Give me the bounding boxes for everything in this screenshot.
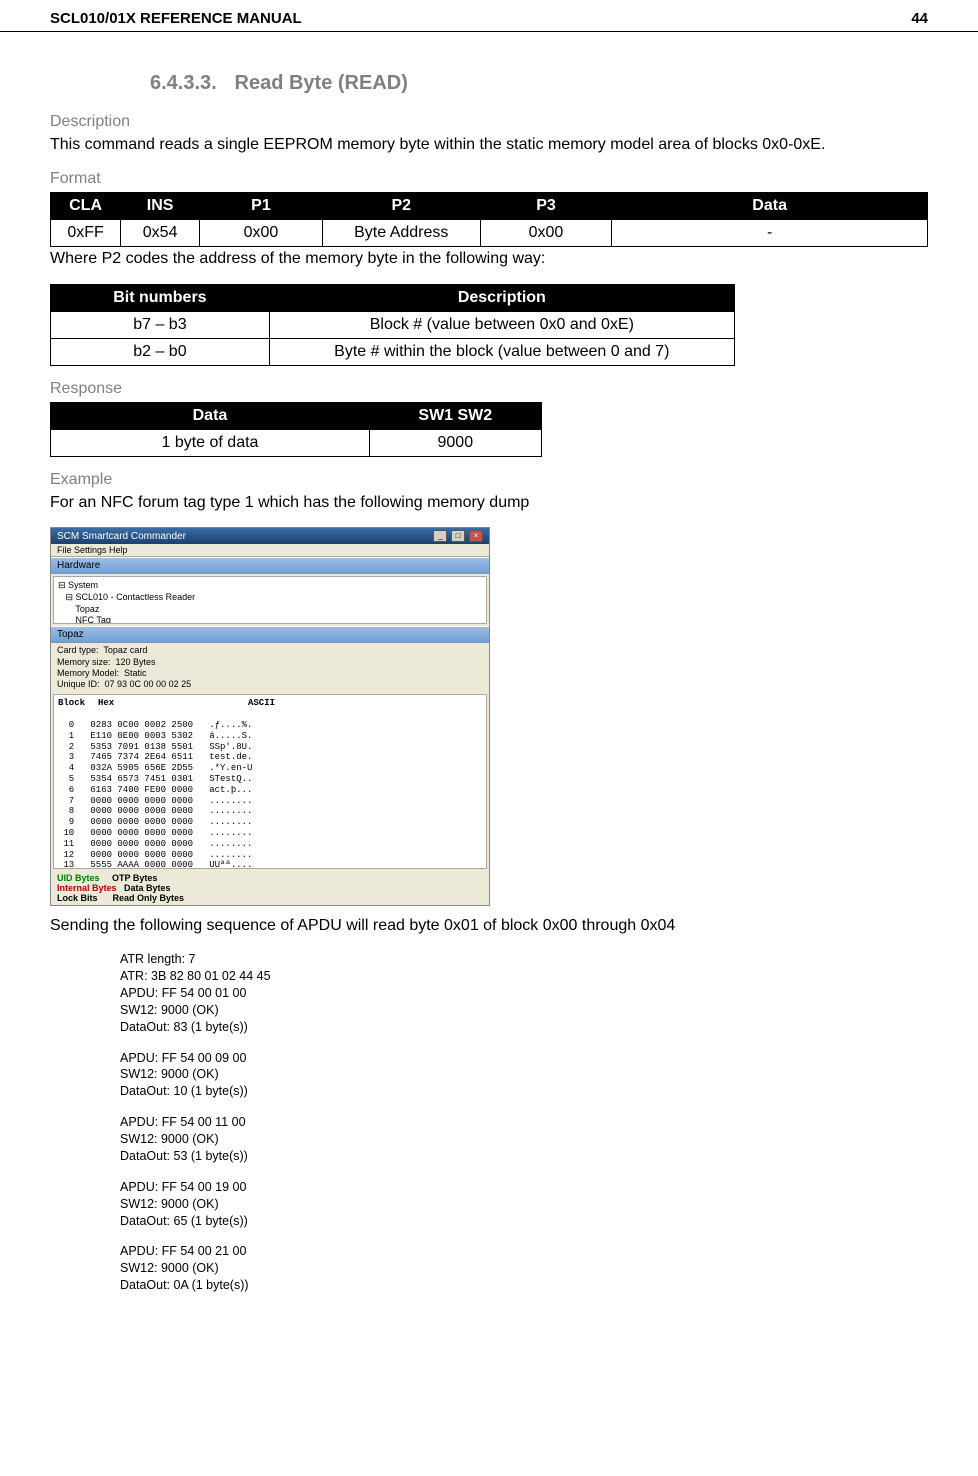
th-sw: SW1 SW2 [369, 402, 541, 429]
section-heading: 6.4.3.3. Read Byte (READ) [150, 72, 928, 95]
apdu-sequence: ATR length: 7 ATR: 3B 82 80 01 02 44 45 … [120, 951, 928, 1294]
dataout-line: DataOut: 65 (1 byte(s)) [120, 1213, 928, 1230]
bits-table: Bit numbers Description b7 – b3 Block # … [50, 284, 735, 366]
apdu-group: APDU: FF 54 00 19 00 SW12: 9000 (OK) Dat… [120, 1179, 928, 1230]
description-body: This command reads a single EEPROM memor… [50, 135, 928, 156]
sw-line: SW12: 9000 (OK) [120, 1002, 928, 1019]
card-info: Card type: Topaz card Memory size: 120 B… [51, 643, 489, 692]
th-cla: CLA [51, 192, 121, 219]
page-number: 44 [911, 10, 928, 27]
dump-legend: UID Bytes OTP Bytes Internal Bytes Data … [51, 871, 489, 905]
p2-note: Where P2 codes the address of the memory… [50, 249, 928, 270]
apdu-line: APDU: FF 54 00 21 00 [120, 1243, 928, 1260]
apdu-group: APDU: FF 54 00 09 00 SW12: 9000 (OK) Dat… [120, 1050, 928, 1101]
memory-dump-screenshot: SCM Smartcard Commander _ □ × File Setti… [50, 527, 490, 906]
table-row: b2 – b0 Byte # within the block (value b… [51, 338, 735, 365]
th-p1: P1 [200, 192, 323, 219]
window-title: SCM Smartcard Commander [57, 531, 186, 542]
atr-length: ATR length: 7 [120, 951, 928, 968]
description-heading: Description [50, 113, 928, 131]
example-line: For an NFC forum tag type 1 which has th… [50, 493, 928, 514]
hardware-bar: Hardware [51, 557, 489, 574]
topaz-bar: Topaz [51, 626, 489, 643]
page-header: SCL010/01X REFERENCE MANUAL 44 [0, 0, 978, 32]
section-title: Read Byte (READ) [235, 72, 408, 94]
close-icon[interactable]: × [469, 530, 483, 542]
apdu-group: APDU: FF 54 00 11 00 SW12: 9000 (OK) Dat… [120, 1114, 928, 1165]
th-bitnum: Bit numbers [51, 284, 270, 311]
dataout-line: DataOut: 0A (1 byte(s)) [120, 1277, 928, 1294]
sending-line: Sending the following sequence of APDU w… [50, 916, 928, 937]
th-ins: INS [121, 192, 200, 219]
table-row: b7 – b3 Block # (value between 0x0 and 0… [51, 311, 735, 338]
window-titlebar: SCM Smartcard Commander _ □ × [51, 528, 489, 544]
device-tree[interactable]: ⊟ System ⊟ SCL010 - Contactless Reader T… [53, 576, 487, 624]
format-table: CLA INS P1 P2 P3 Data 0xFF 0x54 0x00 Byt… [50, 192, 928, 247]
table-row: 1 byte of data 9000 [51, 429, 542, 456]
example-heading: Example [50, 471, 928, 489]
apdu-line: APDU: FF 54 00 11 00 [120, 1114, 928, 1131]
th-bitdesc: Description [269, 284, 734, 311]
th-rdata: Data [51, 402, 370, 429]
sw-line: SW12: 9000 (OK) [120, 1131, 928, 1148]
minimize-icon[interactable]: _ [433, 530, 447, 542]
apdu-line: APDU: FF 54 00 19 00 [120, 1179, 928, 1196]
header-title: SCL010/01X REFERENCE MANUAL [50, 10, 302, 27]
section-number: 6.4.3.3. [150, 72, 217, 94]
th-p3: P3 [480, 192, 612, 219]
response-heading: Response [50, 380, 928, 398]
atr-value: ATR: 3B 82 80 01 02 44 45 [120, 968, 928, 985]
atr-group: ATR length: 7 ATR: 3B 82 80 01 02 44 45 … [120, 951, 928, 1035]
sw-line: SW12: 9000 (OK) [120, 1260, 928, 1277]
apdu-group: APDU: FF 54 00 21 00 SW12: 9000 (OK) Dat… [120, 1243, 928, 1294]
dataout-line: DataOut: 83 (1 byte(s)) [120, 1019, 928, 1036]
response-table: Data SW1 SW2 1 byte of data 9000 [50, 402, 542, 457]
sw-line: SW12: 9000 (OK) [120, 1066, 928, 1083]
apdu-line: APDU: FF 54 00 09 00 [120, 1050, 928, 1067]
apdu-line: APDU: FF 54 00 01 00 [120, 985, 928, 1002]
th-p2: P2 [322, 192, 480, 219]
th-data: Data [612, 192, 928, 219]
dataout-line: DataOut: 53 (1 byte(s)) [120, 1148, 928, 1165]
window-controls: _ □ × [432, 530, 483, 542]
dataout-line: DataOut: 10 (1 byte(s)) [120, 1083, 928, 1100]
sw-line: SW12: 9000 (OK) [120, 1196, 928, 1213]
menubar[interactable]: File Settings Help [51, 544, 489, 557]
table-row: 0xFF 0x54 0x00 Byte Address 0x00 - [51, 219, 928, 246]
hex-dump: BlockHexASCII 0 0283 0C00 0002 2500 .ƒ..… [53, 694, 487, 869]
maximize-icon[interactable]: □ [451, 530, 465, 542]
format-heading: Format [50, 170, 928, 188]
